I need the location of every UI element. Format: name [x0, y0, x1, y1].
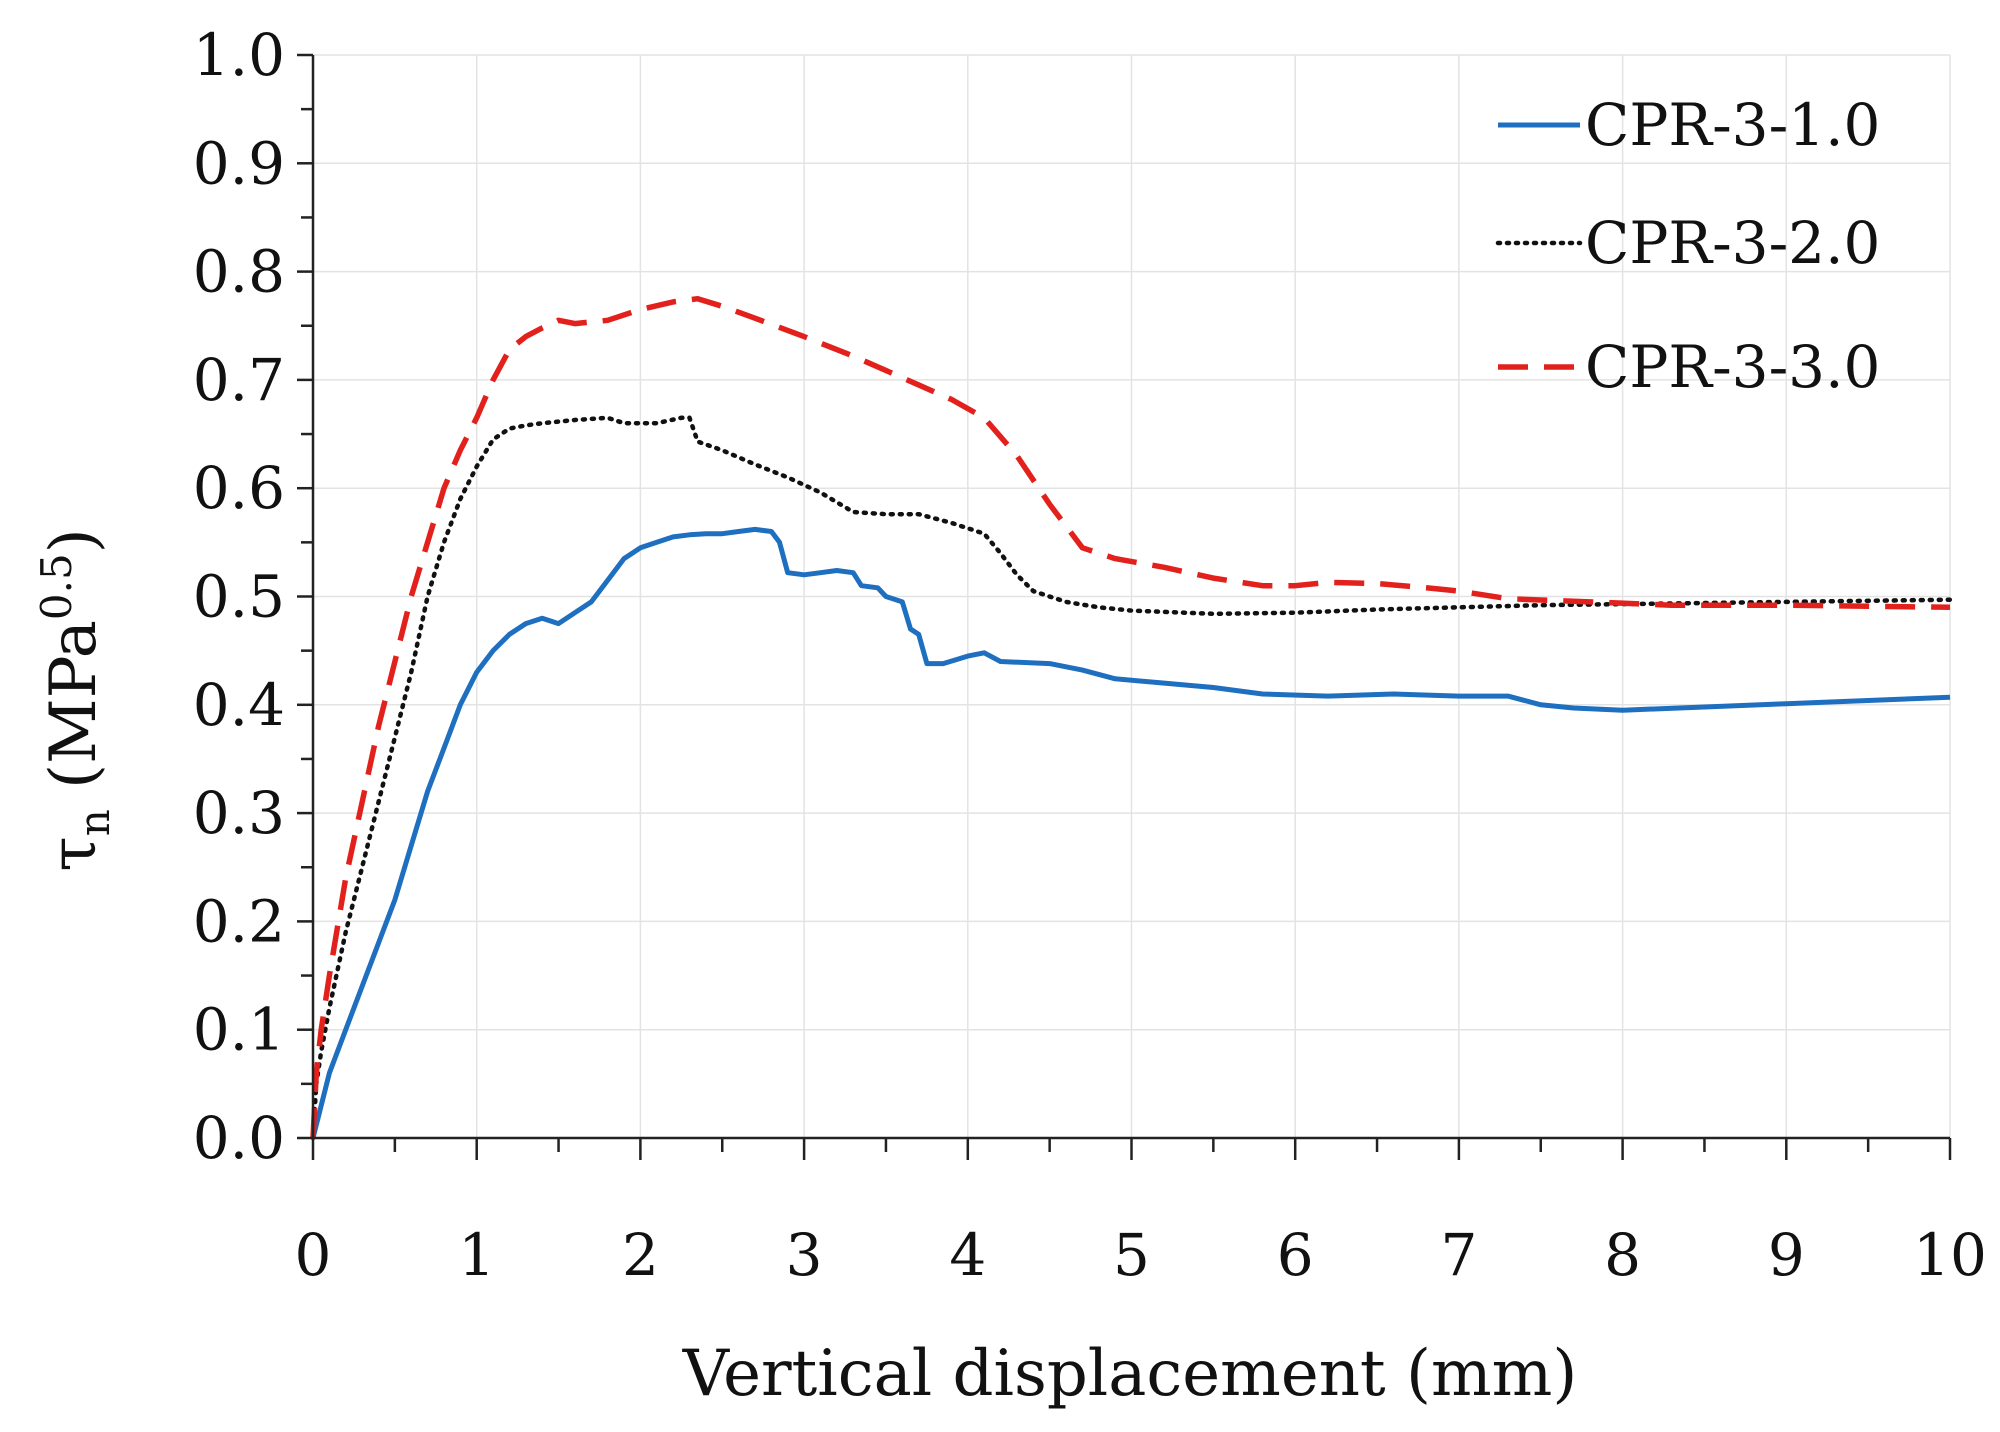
- series-line-2: [310, 415, 1953, 1141]
- y-tick-label: 0.6: [193, 454, 285, 522]
- x-tick-label: 1: [458, 1221, 495, 1289]
- x-tick-label: 4: [949, 1221, 986, 1289]
- x-tick-label: 2: [622, 1221, 659, 1289]
- x-tick-label: 9: [1768, 1221, 1805, 1289]
- y-axis-title: τn (MPa0.5): [32, 528, 119, 871]
- tick-labels: 0.0 0.1 0.2 0.3 0.4 0.5 0.6 0.7 0.8 0.9 1.0 0 1 2 3 4 5 6…: [193, 21, 1987, 1289]
- y-tick-label: 0.2: [193, 887, 285, 955]
- x-tick-label: 7: [1440, 1221, 1477, 1289]
- x-tick-label: 8: [1604, 1221, 1641, 1289]
- x-tick-label: 5: [1113, 1221, 1150, 1289]
- x-tick-label: 6: [1277, 1221, 1314, 1289]
- x-tick-label: 3: [786, 1221, 823, 1289]
- y-tick-label: 0.0: [193, 1104, 285, 1172]
- legend: CPR-3-1.0 CPR-3-2.0 CPR-3-3.0: [1495, 91, 1880, 401]
- grid-lines: [313, 54, 1951, 1138]
- x-tick-label: 10: [1913, 1221, 1987, 1289]
- legend-label-2: CPR-3-2.0: [1585, 209, 1880, 277]
- legend-label-1: CPR-3-1.0: [1585, 91, 1880, 159]
- y-axis-unit-open: (MPa: [37, 620, 111, 809]
- y-tick-label: 1.0: [193, 21, 285, 89]
- x-tick-label: 0: [295, 1221, 332, 1289]
- y-axis-superscript: 0.5: [32, 553, 81, 620]
- y-tick-label: 0.8: [193, 238, 285, 306]
- y-axis-unit-close: ): [37, 528, 111, 553]
- y-tick-label: 0.7: [193, 346, 285, 414]
- y-tick-label: 0.1: [193, 996, 285, 1064]
- x-axis-title: Vertical displacement (mm): [682, 1337, 1578, 1411]
- y-tick-label: 0.4: [193, 671, 285, 739]
- y-tick-label: 0.5: [193, 563, 285, 631]
- axes: [297, 53, 1952, 1160]
- series-line-3: [310, 295, 1951, 1139]
- series-lines: [310, 295, 1953, 1141]
- legend-label-3: CPR-3-3.0: [1585, 333, 1880, 401]
- y-tick-label: 0.3: [193, 779, 285, 847]
- y-axis-subscript: n: [70, 809, 119, 836]
- y-axis-symbol: τ: [37, 836, 111, 871]
- series-line-1: [310, 526, 1951, 1139]
- y-tick-label: 0.9: [193, 129, 285, 197]
